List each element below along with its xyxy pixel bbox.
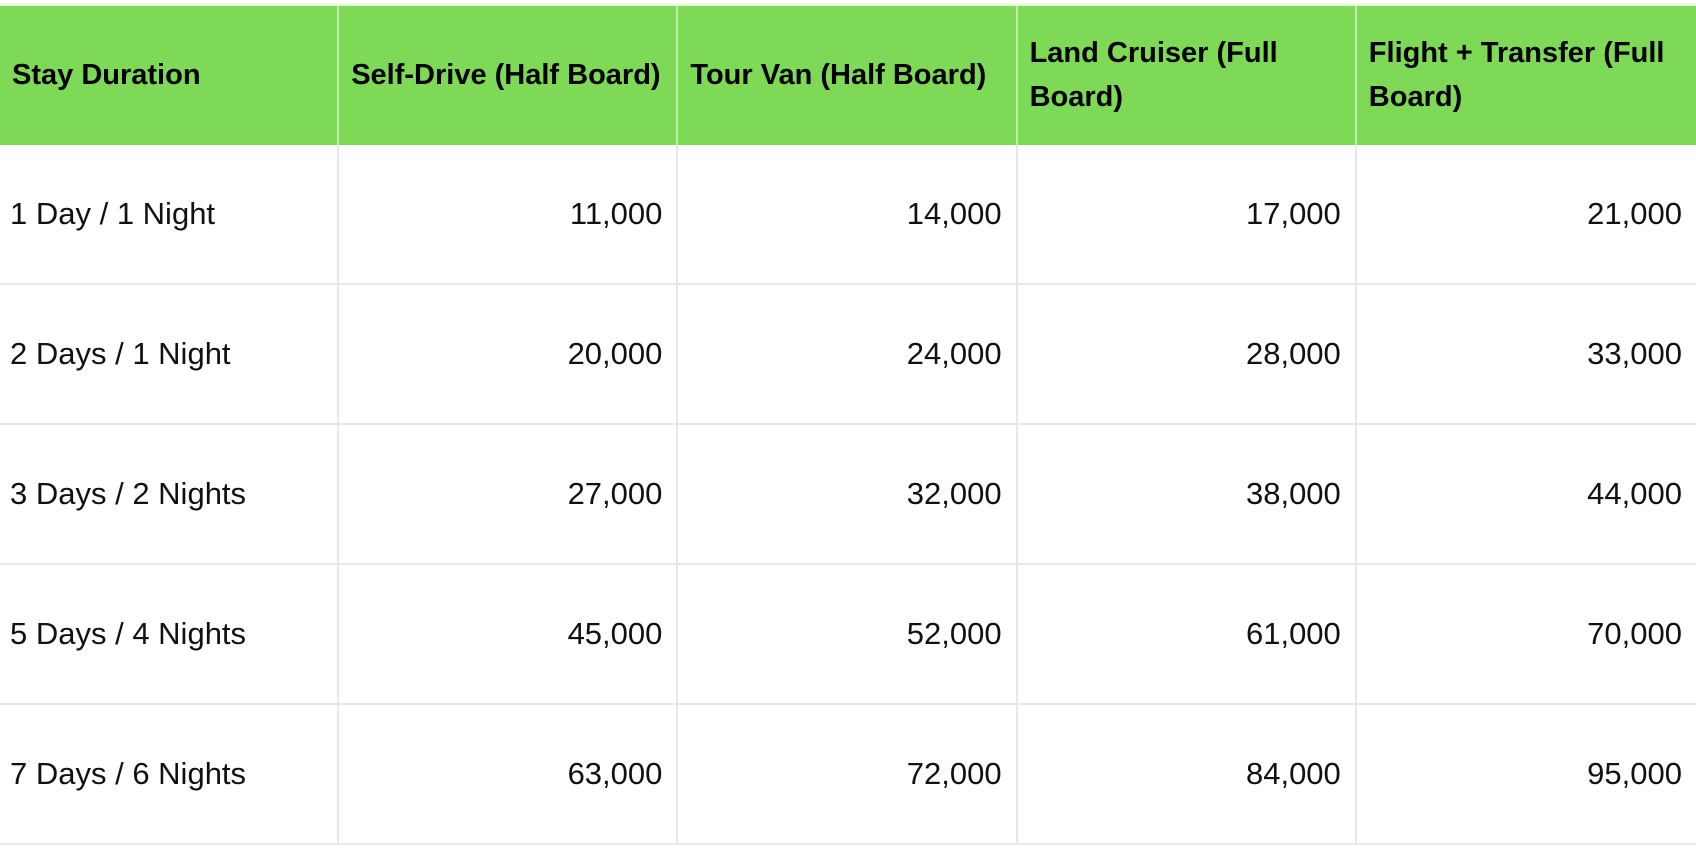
- header-cell-land-cruiser: Land Cruiser (Full Board): [1017, 6, 1357, 145]
- price-cell: 61,000: [1017, 565, 1357, 705]
- row-label: 5 Days / 4 Nights: [0, 565, 340, 705]
- price-cell: 84,000: [1017, 705, 1357, 845]
- price-cell: 38,000: [1017, 425, 1357, 565]
- price-cell: 11,000: [339, 145, 679, 285]
- table-top-edge: [0, 0, 1696, 6]
- price-cell: 14,000: [678, 145, 1018, 285]
- price-cell: 24,000: [678, 285, 1018, 425]
- price-cell: 21,000: [1356, 145, 1696, 285]
- header-label: Stay Duration: [12, 58, 201, 91]
- header-cell-self-drive: Self-Drive (Half Board): [339, 6, 679, 145]
- pricing-table: Stay Duration Self-Drive (Half Board) To…: [0, 6, 1696, 845]
- price-cell: 70,000: [1356, 565, 1696, 705]
- price-cell: 45,000: [339, 565, 679, 705]
- price-cell: 63,000: [339, 705, 679, 845]
- header-cell-flight-transfer: Flight + Transfer (Full Board): [1356, 6, 1696, 145]
- row-label: 1 Day / 1 Night: [0, 145, 340, 285]
- price-cell: 52,000: [678, 565, 1018, 705]
- price-cell: 33,000: [1356, 285, 1696, 425]
- header-label: Tour Van (Half Board): [690, 58, 987, 91]
- price-cell: 95,000: [1356, 705, 1696, 845]
- price-cell: 32,000: [678, 425, 1018, 565]
- price-cell: 44,000: [1356, 425, 1696, 565]
- header-cell-stay-duration: Stay Duration: [0, 6, 340, 145]
- header-cell-tour-van: Tour Van (Half Board): [678, 6, 1018, 145]
- price-cell: 20,000: [339, 285, 679, 425]
- row-label: 2 Days / 1 Night: [0, 285, 340, 425]
- header-label: Land Cruiser (Full Board): [1029, 37, 1278, 113]
- price-cell: 27,000: [339, 425, 679, 565]
- header-label: Flight + Transfer (Full Board): [1368, 37, 1665, 113]
- price-cell: 17,000: [1017, 145, 1357, 285]
- row-label: 3 Days / 2 Nights: [0, 425, 340, 565]
- price-cell: 28,000: [1017, 285, 1357, 425]
- header-label: Self-Drive (Half Board): [351, 58, 661, 91]
- row-label: 7 Days / 6 Nights: [0, 705, 340, 845]
- price-cell: 72,000: [678, 705, 1018, 845]
